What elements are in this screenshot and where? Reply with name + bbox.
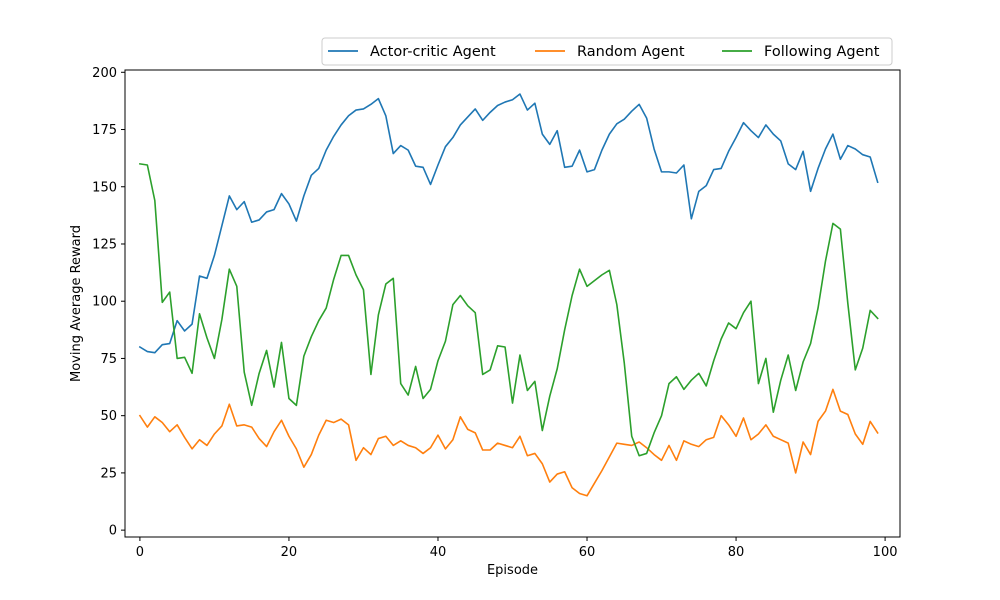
y-tick-label: 25 [100, 466, 117, 481]
y-tick-label: 100 [92, 295, 117, 310]
y-tick-label: 200 [92, 66, 117, 81]
y-axis-label: Moving Average Reward [69, 225, 84, 382]
legend: Actor-critic Agent Random Agent Following … [321, 37, 893, 66]
series-line-3 [138, 162, 879, 457]
y-tick-label: 50 [100, 409, 117, 424]
legend-label-1: Actor-critic Agent [370, 44, 496, 60]
series-lines [138, 93, 879, 497]
x-tick-label: 60 [579, 545, 596, 560]
series-line-2 [138, 388, 879, 497]
axes-frame [124, 69, 901, 538]
y-tick-label: 175 [92, 123, 117, 138]
x-tick-label: 80 [728, 545, 745, 560]
y-tick-label: 0 [109, 524, 117, 539]
x-tick-label: 40 [430, 545, 447, 560]
legend-box [321, 37, 893, 66]
y-tick-label: 75 [100, 352, 117, 367]
x-tick-label: 100 [873, 545, 898, 560]
y-tick-label: 150 [92, 180, 117, 195]
y-tick-label: 125 [92, 237, 117, 252]
axes: 0 20 40 60 80 100 0 25 50 75 100 125 150 175 200 [92, 66, 901, 560]
legend-label-3: Following Agent [764, 44, 880, 60]
x-tick-label: 0 [136, 545, 144, 560]
x-axis-label: Episode [487, 563, 538, 578]
x-tick-label: 20 [281, 545, 298, 560]
legend-label-2: Random Agent [577, 44, 685, 60]
series-line-1 [138, 93, 879, 354]
